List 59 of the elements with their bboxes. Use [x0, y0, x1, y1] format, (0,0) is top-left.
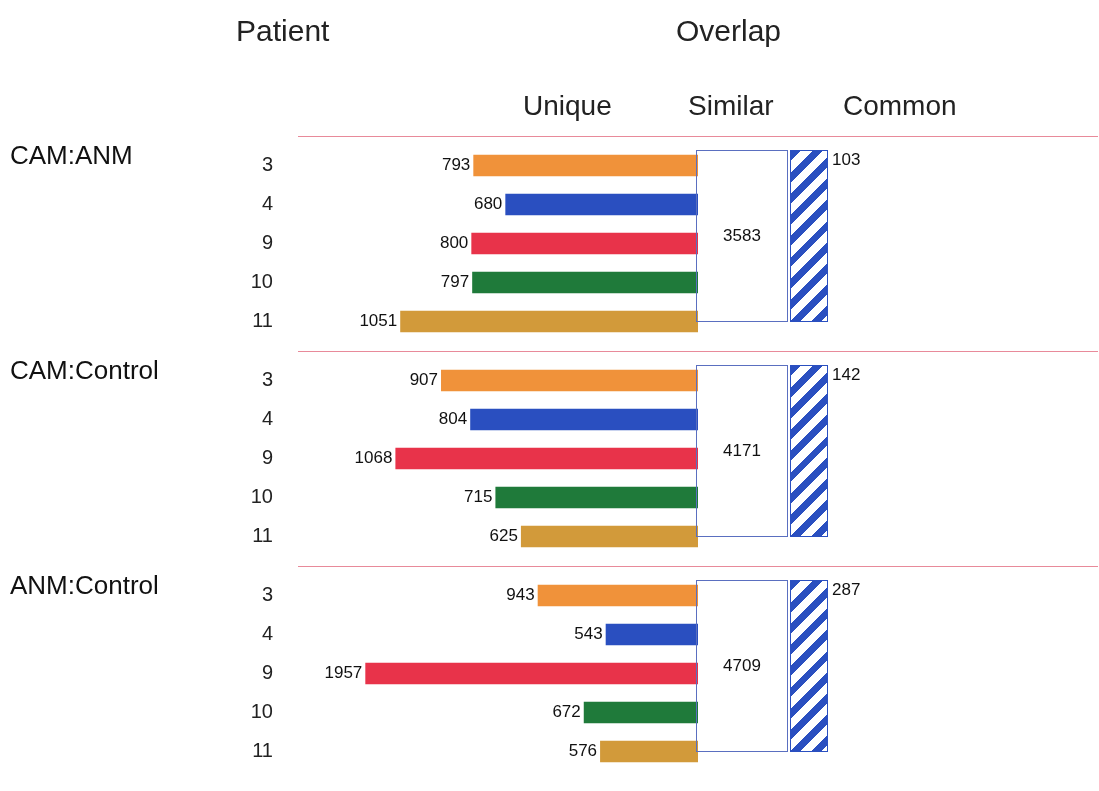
y-tick-label: 4: [261, 407, 273, 430]
y-tick-label: 11: [252, 739, 273, 762]
data-label: 1957: [324, 663, 363, 683]
similar-box: 4709: [696, 580, 788, 752]
bar: [472, 271, 698, 294]
text: CAM:Control: [10, 355, 159, 386]
bar: [395, 447, 698, 470]
y-tick-label: 10: [250, 700, 273, 723]
y-tick-label: 3: [261, 583, 273, 606]
y-tick-label: 9: [261, 446, 273, 469]
y-tick-label: 4: [261, 622, 273, 645]
text: Common: [843, 90, 957, 122]
data-label: 576: [568, 741, 598, 761]
bar: [505, 193, 698, 216]
data-label: 804: [438, 409, 468, 429]
data-label: 625: [489, 526, 518, 546]
y-tick-label: 9: [261, 661, 273, 684]
text: Unique: [523, 90, 612, 122]
bar: [537, 584, 698, 607]
text: 287: [832, 580, 861, 600]
y-tick-label: 9: [261, 231, 273, 254]
bar: [600, 740, 698, 763]
data-label: 715: [464, 487, 493, 507]
bar: [400, 310, 698, 333]
data-label: 943: [506, 585, 535, 605]
data-label: 1051: [359, 311, 398, 331]
similar-box: 4171: [696, 365, 788, 537]
y-tick-label: 10: [250, 485, 273, 508]
bar: [470, 408, 698, 431]
text: 103: [832, 150, 861, 170]
text: 142: [832, 365, 861, 385]
y-axis-title: Patient: [236, 14, 330, 48]
data-label: 543: [574, 624, 603, 644]
text: CAM:ANM: [10, 140, 133, 171]
y-tick-label: 4: [261, 192, 273, 215]
bar: [365, 662, 698, 685]
bar: [605, 623, 698, 646]
y-tick-label: 11: [252, 524, 273, 547]
bar: [583, 701, 698, 724]
bar: [473, 154, 698, 177]
y-tick-label: 3: [261, 368, 273, 391]
data-label: 793: [441, 155, 471, 175]
bar: [520, 525, 698, 548]
data-label: 1068: [354, 448, 393, 468]
similar-box: 3583: [696, 150, 788, 322]
data-label: 680: [473, 194, 503, 214]
text: ANM:Control: [10, 570, 159, 601]
data-label: 672: [552, 702, 581, 722]
text: Similar: [688, 90, 774, 122]
y-tick-label: 10: [250, 270, 273, 293]
y-tick-label: 3: [261, 153, 273, 176]
text: Overlap: [676, 14, 782, 48]
bar: [471, 232, 698, 255]
data-label: 907: [409, 370, 439, 390]
bar: [441, 369, 698, 392]
data-label: 800: [439, 233, 469, 253]
data-label: 797: [440, 272, 470, 292]
bar: [495, 486, 698, 509]
y-tick-label: 11: [252, 309, 273, 332]
